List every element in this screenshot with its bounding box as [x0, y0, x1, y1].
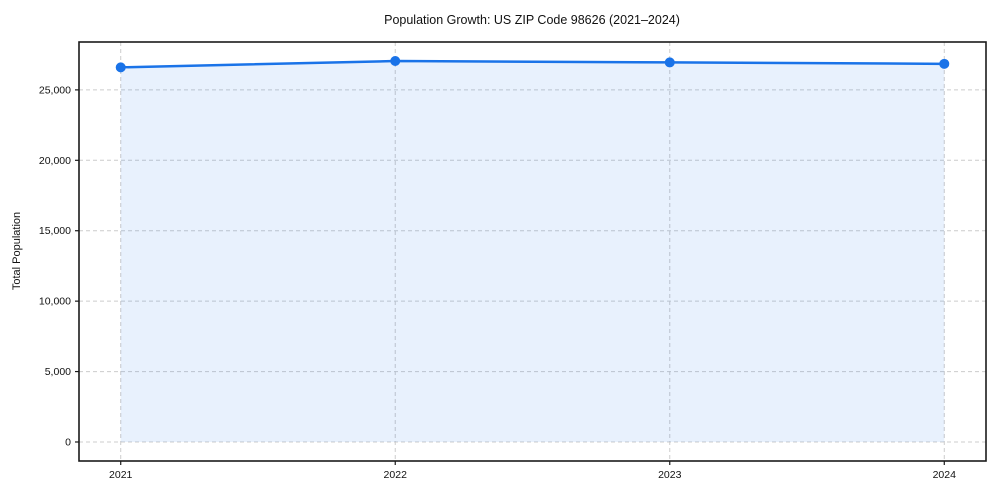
x-tick-label: 2022 — [384, 469, 408, 481]
data-point-2023 — [664, 57, 675, 68]
axis-ticks — [75, 89, 945, 465]
y-tick-label: 0 — [65, 436, 71, 448]
y-tick-label: 15,000 — [39, 225, 71, 237]
area-fill — [120, 61, 945, 442]
x-tick-label: 2024 — [933, 469, 957, 481]
series-line — [120, 59, 945, 69]
y-tick-label: 10,000 — [39, 296, 71, 308]
data-point-2024 — [939, 58, 950, 69]
y-tick-label: 20,000 — [39, 155, 71, 167]
axis-tick-labels: 0 5,000 10,000 15,000 20,000 25,000 2021 2022 20… — [39, 84, 956, 481]
x-tick-label: 2023 — [658, 469, 682, 481]
data-point-2021 — [115, 62, 126, 73]
y-tick-label: 5,000 — [45, 366, 71, 378]
y-tick-label: 25,000 — [39, 84, 71, 96]
data-point-2022 — [390, 56, 401, 67]
plot-border — [78, 41, 987, 462]
x-tick-label: 2021 — [109, 469, 133, 481]
chart-title: Population Growth: US ZIP Code 98626 (20… — [384, 13, 680, 27]
